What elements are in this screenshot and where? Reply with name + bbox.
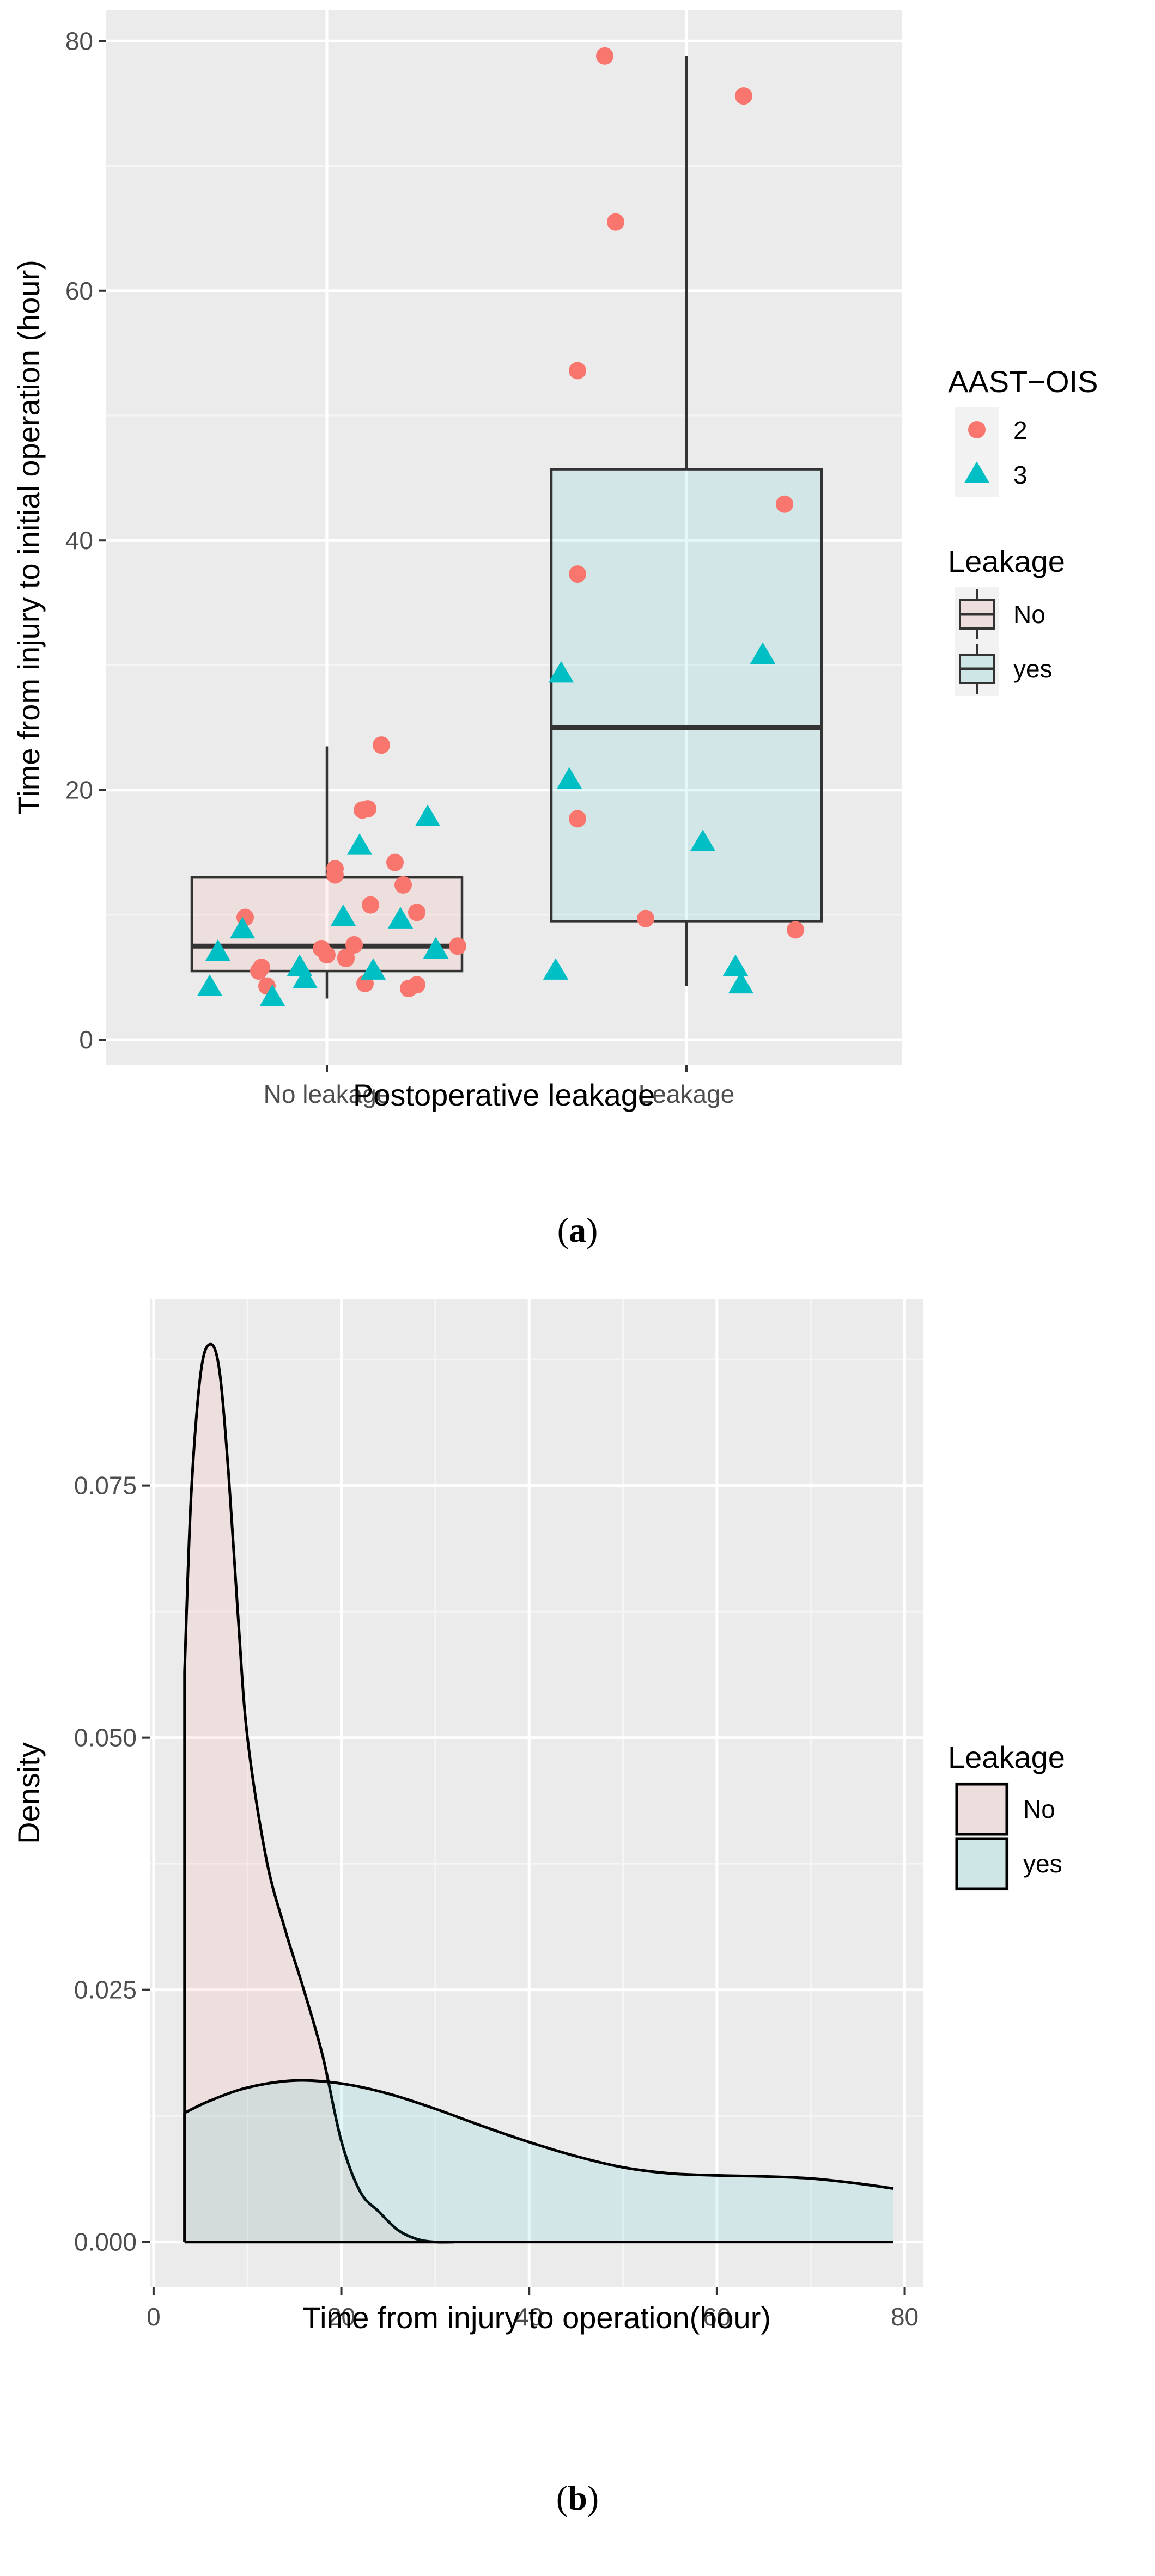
point-grade-3: [423, 937, 449, 959]
point-grade-2: [449, 937, 466, 955]
x-tick-label: No leakage: [264, 1080, 391, 1108]
caption-close: ): [586, 1211, 598, 1249]
legend-label: yes: [1013, 655, 1053, 683]
y-tick-label: 80: [65, 27, 93, 55]
point-grade-3: [690, 829, 716, 851]
point-grade-3: [556, 767, 582, 789]
points-layer: [197, 47, 804, 1006]
point-grade-3: [292, 967, 318, 988]
point-grade-3: [415, 804, 441, 826]
legend-aast-ois: AAST−OIS 2 3: [948, 364, 1098, 497]
point-grade-3: [722, 954, 749, 976]
point-grade-2: [607, 213, 624, 231]
plot-panel: [150, 1299, 923, 2287]
point-grade-2: [386, 853, 404, 871]
point-grade-3: [728, 972, 754, 994]
point-grade-2: [408, 976, 425, 994]
point-grade-2: [326, 860, 344, 878]
legend-label: No: [1023, 1795, 1055, 1823]
x-axis-title: Time from injury to operation(hour): [302, 2300, 771, 2335]
point-grade-2: [776, 495, 793, 513]
x-axis-title: Postoperative leakage: [353, 1078, 655, 1112]
point-grade-3: [543, 958, 569, 980]
y-tick-label: 60: [65, 277, 93, 305]
point-grade-3: [330, 904, 356, 926]
point-grade-3: [360, 958, 386, 980]
point-grade-3: [259, 984, 285, 1006]
y-tick-label: 0: [79, 1025, 93, 1054]
point-grade-2: [359, 800, 376, 818]
caption-letter: a: [569, 1211, 586, 1249]
y-tick-label: 0.050: [74, 1724, 137, 1752]
x-tick-label: 0: [147, 2303, 161, 2331]
point-grade-2: [637, 909, 654, 927]
point-grade-2: [569, 810, 586, 828]
point-grade-3: [387, 907, 414, 929]
point-grade-3: [346, 833, 373, 855]
x-tick-label: Leakage: [639, 1080, 735, 1108]
legend-label: No: [1013, 600, 1045, 628]
point-grade-3: [205, 939, 231, 961]
panel-b-density: 0.000 0.025 0.050 0.075 0 20 40 60 80 Time from i…: [11, 1299, 1065, 2517]
point-grade-2: [735, 87, 752, 105]
caption-open: (: [557, 1211, 569, 1249]
y-axis-title: Time from injury to initial operation (h…: [11, 260, 46, 815]
point-grade-2: [373, 736, 390, 754]
legend-key-triangle: [964, 461, 990, 483]
caption-a: (a): [557, 1211, 598, 1249]
point-grade-3: [197, 974, 223, 996]
plot-panel: [106, 10, 902, 1065]
point-grade-2: [337, 948, 355, 966]
legend-key-fill: [955, 1783, 1008, 1836]
point-grade-2: [408, 904, 425, 921]
x-tick-label: 80: [891, 2303, 919, 2331]
legend-title: Leakage: [948, 1740, 1065, 1774]
box-iqr: [550, 468, 823, 923]
y-tick-label: 0.025: [74, 1976, 137, 2004]
point-grade-2: [569, 362, 586, 380]
point-grade-2: [250, 962, 268, 980]
x-tick-label: 40: [515, 2303, 543, 2331]
point-grade-2: [394, 876, 412, 894]
legend-key-circle: [968, 421, 986, 438]
y-tick-label: 0.000: [74, 2228, 137, 2256]
y-tick-label: 20: [65, 776, 93, 804]
y-tick-label: 40: [65, 526, 93, 554]
density-area: [184, 1344, 454, 2243]
point-grade-3: [750, 642, 776, 664]
legend-leakage-b: Leakage No yes: [948, 1740, 1065, 1891]
point-grade-2: [596, 47, 613, 65]
point-grade-3: [229, 917, 256, 939]
box-yes: [550, 56, 823, 986]
point-grade-2: [787, 921, 804, 939]
caption-letter: b: [568, 2479, 587, 2517]
x-tick-label: 60: [703, 2303, 731, 2331]
legend-label: 2: [1013, 416, 1028, 444]
point-grade-2: [345, 936, 363, 954]
legend-key-fill: [955, 1837, 1008, 1890]
legend-label: 3: [1013, 461, 1028, 489]
point-grade-3: [548, 661, 574, 683]
x-tick-label: 20: [327, 2303, 355, 2331]
density-curve: [184, 2079, 894, 2190]
legend-title: AAST−OIS: [948, 364, 1098, 399]
density-curve: [183, 1342, 454, 2244]
legend-title: Leakage: [948, 544, 1065, 578]
y-tick-label: 0.075: [74, 1472, 137, 1500]
density-yes: [183, 2079, 894, 2244]
caption-b: (b): [556, 2479, 599, 2517]
legend-leakage-a: Leakage No yes: [948, 544, 1065, 696]
y-axis-title: Density: [11, 1742, 46, 1844]
legend-label: yes: [1023, 1849, 1062, 1878]
point-grade-2: [362, 896, 379, 914]
caption-open: (: [556, 2479, 568, 2517]
caption-close: ): [587, 2479, 599, 2517]
point-grade-2: [318, 946, 336, 964]
density-area: [184, 2080, 893, 2242]
point-grade-2: [569, 565, 586, 583]
